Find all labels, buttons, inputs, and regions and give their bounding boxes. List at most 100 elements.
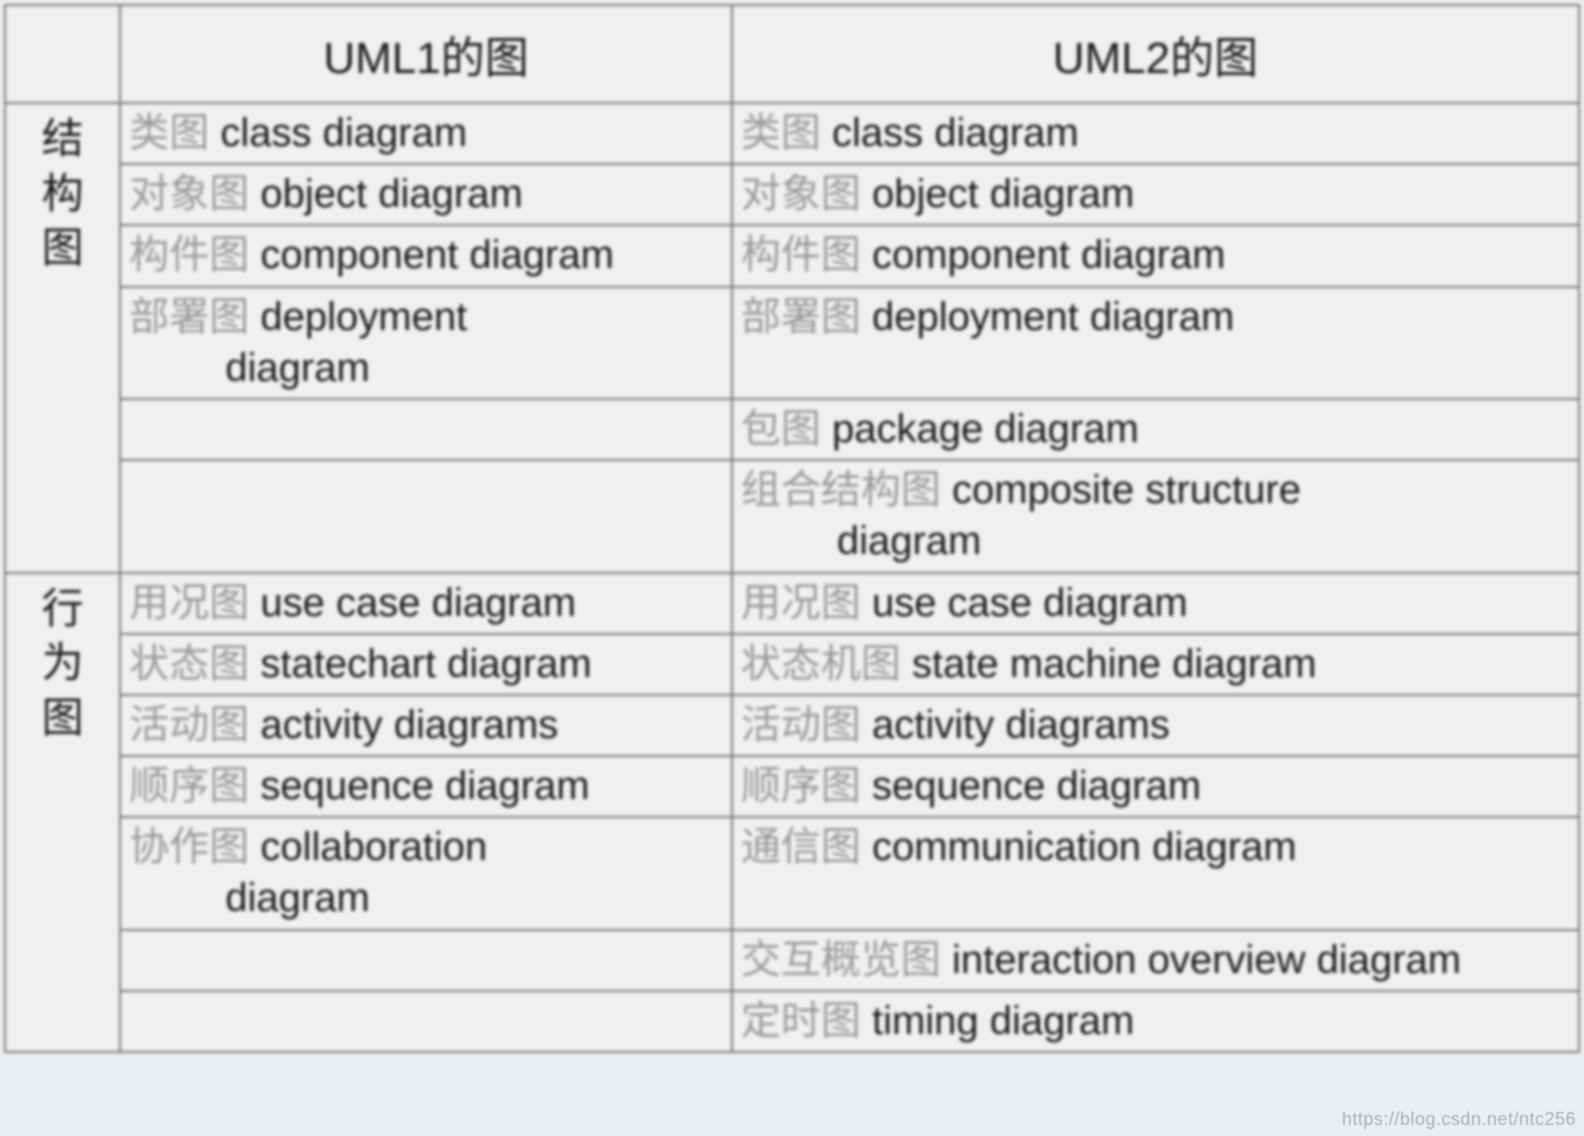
cn-label: 部署图 bbox=[129, 295, 249, 339]
uml2-cell: 用况图 use case diagram bbox=[732, 573, 1579, 634]
uml1-cell bbox=[120, 460, 732, 572]
en-label: sequence diagram bbox=[872, 764, 1201, 808]
cn-label: 顺序图 bbox=[741, 764, 861, 808]
en-label: component diagram bbox=[260, 233, 614, 277]
en-label: package diagram bbox=[832, 407, 1139, 451]
uml1-cell: 类图 class diagram bbox=[120, 103, 732, 164]
en-label: deployment bbox=[260, 295, 467, 339]
header-row: UML1的图 UML2的图 bbox=[5, 5, 1579, 103]
cn-label: 状态机图 bbox=[741, 642, 901, 686]
table-row: 包图 package diagram bbox=[5, 399, 1579, 460]
table-row: 结 构 图 类图 class diagram 类图 class diagram bbox=[5, 103, 1579, 164]
cn-label: 包图 bbox=[741, 407, 821, 451]
uml2-cell: 状态机图 state machine diagram bbox=[732, 634, 1579, 695]
en-label: state machine diagram bbox=[912, 642, 1317, 686]
uml1-cell: 顺序图 sequence diagram bbox=[120, 756, 732, 817]
uml1-cell: 状态图 statechart diagram bbox=[120, 634, 732, 695]
uml2-cell: 构件图 component diagram bbox=[732, 225, 1579, 286]
en-label: composite structure bbox=[952, 468, 1301, 512]
cn-label: 用况图 bbox=[129, 581, 249, 625]
uml1-cell bbox=[120, 991, 732, 1052]
en-label-wrap: diagram bbox=[129, 873, 725, 924]
header-blank bbox=[5, 5, 120, 103]
category-behavior: 行 为 图 bbox=[5, 573, 120, 1053]
en-label: activity diagrams bbox=[260, 703, 558, 747]
en-label: class diagram bbox=[220, 111, 467, 155]
header-uml1: UML1的图 bbox=[120, 5, 732, 103]
cn-label: 类图 bbox=[129, 111, 209, 155]
cn-label: 顺序图 bbox=[129, 764, 249, 808]
cn-label: 定时图 bbox=[741, 999, 861, 1043]
header-uml2: UML2的图 bbox=[732, 5, 1579, 103]
en-label: interaction overview diagram bbox=[952, 938, 1461, 982]
en-label-wrap: diagram bbox=[741, 516, 1572, 567]
uml2-cell: 组合结构图 composite structure diagram bbox=[732, 460, 1579, 572]
table-row: 顺序图 sequence diagram 顺序图 sequence diagra… bbox=[5, 756, 1579, 817]
cat-char: 行 bbox=[42, 585, 84, 632]
en-label: communication diagram bbox=[872, 825, 1297, 869]
cn-label: 协作图 bbox=[129, 825, 249, 869]
en-label: collaboration bbox=[260, 825, 487, 869]
uml1-cell: 构件图 component diagram bbox=[120, 225, 732, 286]
uml2-cell: 对象图 object diagram bbox=[732, 164, 1579, 225]
en-label: object diagram bbox=[872, 172, 1134, 216]
cn-label: 对象图 bbox=[741, 172, 861, 216]
watermark-text: https://blog.csdn.net/ntc256 bbox=[1342, 1109, 1576, 1130]
cn-label: 构件图 bbox=[129, 233, 249, 277]
cat-char: 结 bbox=[42, 115, 84, 162]
cn-label: 构件图 bbox=[741, 233, 861, 277]
uml2-cell: 包图 package diagram bbox=[732, 399, 1579, 460]
cat-char: 构 bbox=[42, 170, 84, 217]
table-row: 活动图 activity diagrams 活动图 activity diagr… bbox=[5, 695, 1579, 756]
category-structure: 结 构 图 bbox=[5, 103, 120, 573]
en-label: sequence diagram bbox=[260, 764, 589, 808]
en-label: statechart diagram bbox=[260, 642, 591, 686]
comparison-table: UML1的图 UML2的图 结 构 图 类图 class diagram 类图 … bbox=[4, 4, 1580, 1053]
en-label: class diagram bbox=[832, 111, 1079, 155]
table-row: 组合结构图 composite structure diagram bbox=[5, 460, 1579, 572]
uml1-cell: 用况图 use case diagram bbox=[120, 573, 732, 634]
en-label: use case diagram bbox=[260, 581, 576, 625]
cat-char: 图 bbox=[42, 694, 84, 741]
table-row: 状态图 statechart diagram 状态机图 state machin… bbox=[5, 634, 1579, 695]
uml2-cell: 定时图 timing diagram bbox=[732, 991, 1579, 1052]
table-row: 部署图 deployment diagram 部署图 deployment di… bbox=[5, 287, 1579, 399]
cn-label: 组合结构图 bbox=[741, 468, 941, 512]
uml1-cell: 活动图 activity diagrams bbox=[120, 695, 732, 756]
cn-label: 状态图 bbox=[129, 642, 249, 686]
en-label: object diagram bbox=[260, 172, 522, 216]
cat-char: 为 bbox=[42, 639, 84, 686]
en-label-wrap: diagram bbox=[129, 343, 725, 394]
table-row: 构件图 component diagram 构件图 component diag… bbox=[5, 225, 1579, 286]
cn-label: 活动图 bbox=[741, 703, 861, 747]
table-row: 对象图 object diagram 对象图 object diagram bbox=[5, 164, 1579, 225]
uml2-cell: 部署图 deployment diagram bbox=[732, 287, 1579, 399]
uml1-cell bbox=[120, 399, 732, 460]
table-row: 协作图 collaboration diagram 通信图 communicat… bbox=[5, 817, 1579, 929]
en-label: use case diagram bbox=[872, 581, 1188, 625]
uml2-cell: 交互概览图 interaction overview diagram bbox=[732, 930, 1579, 991]
cn-label: 类图 bbox=[741, 111, 821, 155]
uml2-cell: 通信图 communication diagram bbox=[732, 817, 1579, 929]
table-row: 定时图 timing diagram bbox=[5, 991, 1579, 1052]
en-label: timing diagram bbox=[872, 999, 1134, 1043]
uml-comparison-table: UML1的图 UML2的图 结 构 图 类图 class diagram 类图 … bbox=[0, 0, 1584, 1136]
en-label: component diagram bbox=[872, 233, 1226, 277]
en-label: deployment diagram bbox=[872, 295, 1234, 339]
uml2-cell: 顺序图 sequence diagram bbox=[732, 756, 1579, 817]
uml1-cell bbox=[120, 930, 732, 991]
uml2-cell: 活动图 activity diagrams bbox=[732, 695, 1579, 756]
cn-label: 用况图 bbox=[741, 581, 861, 625]
cat-char: 图 bbox=[42, 224, 84, 271]
cn-label: 部署图 bbox=[741, 295, 861, 339]
uml1-cell: 部署图 deployment diagram bbox=[120, 287, 732, 399]
cn-label: 活动图 bbox=[129, 703, 249, 747]
uml1-cell: 协作图 collaboration diagram bbox=[120, 817, 732, 929]
table-row: 行 为 图 用况图 use case diagram 用况图 use case … bbox=[5, 573, 1579, 634]
table-row: 交互概览图 interaction overview diagram bbox=[5, 930, 1579, 991]
cn-label: 交互概览图 bbox=[741, 938, 941, 982]
uml1-cell: 对象图 object diagram bbox=[120, 164, 732, 225]
cn-label: 通信图 bbox=[741, 825, 861, 869]
uml2-cell: 类图 class diagram bbox=[732, 103, 1579, 164]
cn-label: 对象图 bbox=[129, 172, 249, 216]
